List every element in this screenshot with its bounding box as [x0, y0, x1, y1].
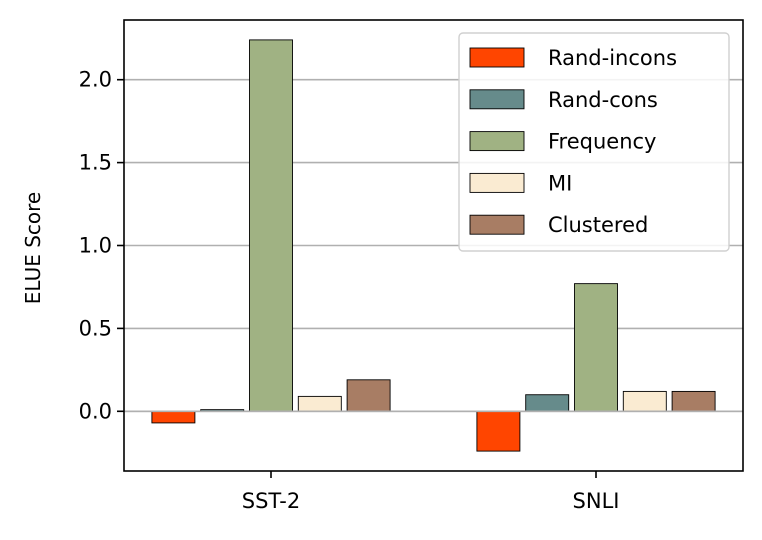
legend-box: [458, 32, 730, 252]
legend-item: Clustered: [469, 213, 648, 237]
y-tick-label: 1.5: [79, 151, 112, 175]
legend-item: MI: [469, 171, 572, 195]
x-tick-label: SST-2: [242, 489, 301, 513]
x-tick-label: SNLI: [573, 489, 620, 513]
bar-rand-incons-sst-2: [151, 410, 196, 424]
bar-frequency-sst-2: [249, 39, 293, 412]
y-tick-label: 1.0: [79, 234, 112, 258]
bar-clustered-sst-2: [346, 379, 391, 412]
legend-swatch: [469, 214, 525, 235]
legend-swatch: [469, 131, 525, 152]
y-tick-label: 2.0: [79, 68, 112, 92]
legend-label: Clustered: [548, 213, 648, 237]
legend-label: Frequency: [548, 130, 657, 154]
legend-swatch: [469, 47, 525, 68]
bar-mi-snli: [622, 390, 667, 412]
y-axis-title: ELUE Score: [21, 192, 45, 304]
bar-clustered-snli: [671, 390, 716, 412]
legend-item: Frequency: [469, 130, 657, 154]
bar-rand-cons-snli: [525, 394, 570, 412]
x-axis: SST-2 SNLI: [242, 471, 620, 513]
y-axis: 0.0 0.5 1.0 1.5 2.0: [79, 68, 124, 423]
bar-mi-sst-2: [297, 395, 342, 412]
legend-swatch: [469, 89, 525, 110]
y-tick-label: 0.5: [79, 316, 112, 340]
legend-label: MI: [548, 171, 572, 195]
legend-label: Rand-cons: [548, 88, 658, 112]
bar-frequency-snli: [574, 283, 618, 412]
bar-rand-incons-snli: [476, 410, 521, 452]
legend-swatch: [469, 172, 525, 193]
legend: Rand-incons Rand-cons Frequency MI Clustered: [458, 32, 730, 252]
legend-item: Rand-incons: [469, 46, 677, 70]
legend-item: Rand-cons: [469, 88, 658, 112]
y-tick-label: 0.0: [79, 399, 112, 423]
legend-label: Rand-incons: [548, 46, 677, 70]
